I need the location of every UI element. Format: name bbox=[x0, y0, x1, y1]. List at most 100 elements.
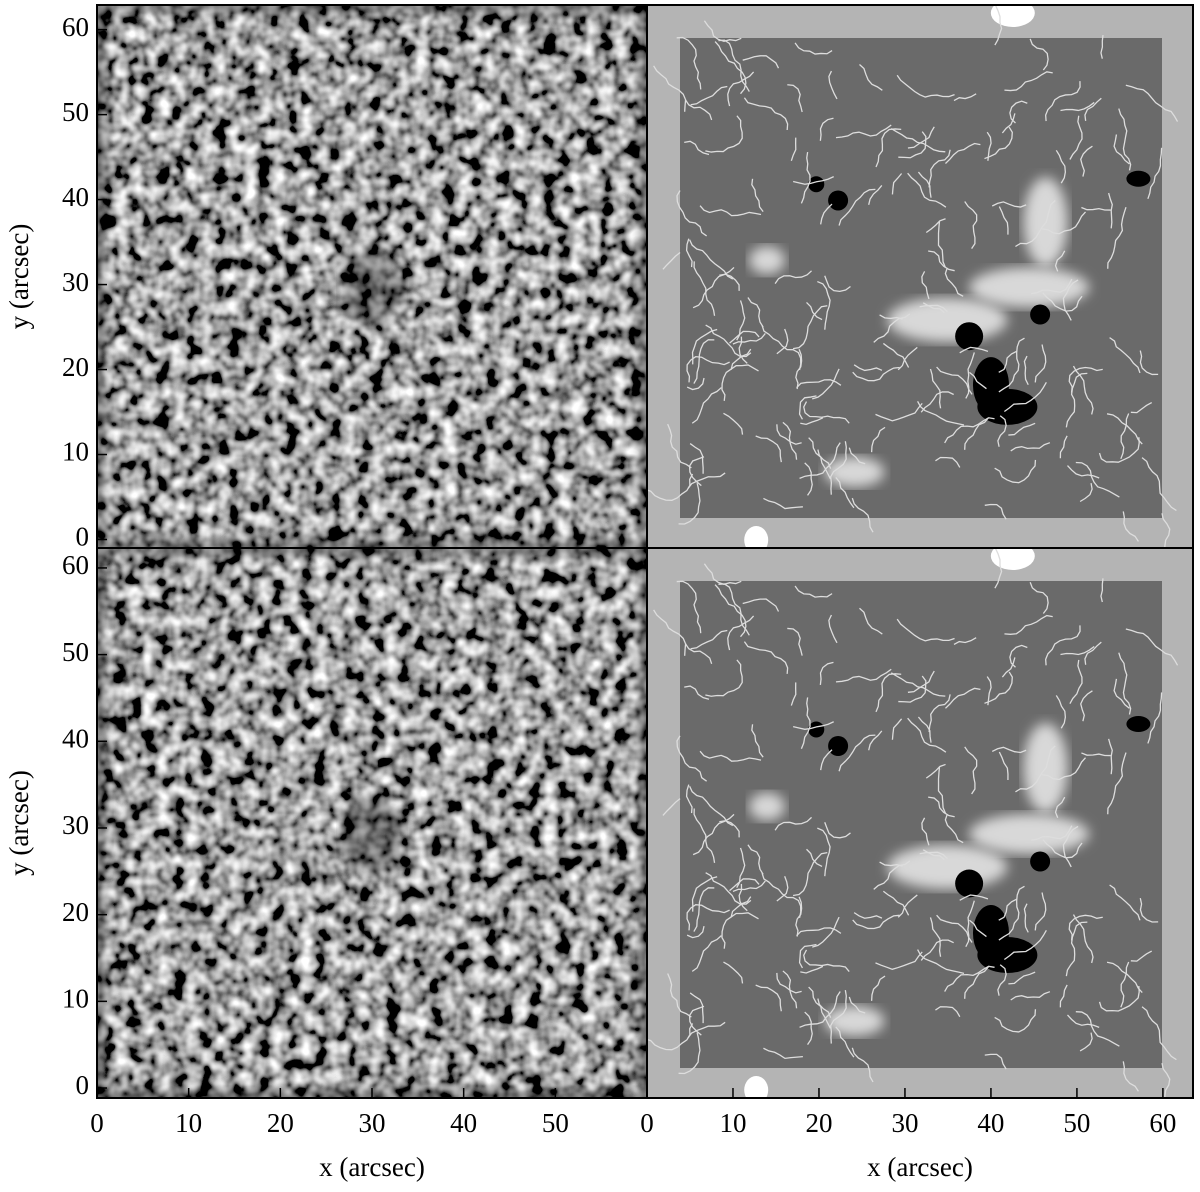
flow-line bbox=[688, 1005, 705, 1036]
flow-line bbox=[1065, 372, 1088, 428]
flow-line bbox=[1062, 279, 1079, 321]
flow-line bbox=[882, 890, 910, 916]
flow-line bbox=[718, 39, 750, 92]
flow-line bbox=[794, 42, 833, 55]
x-tick-label: 40 bbox=[977, 1108, 1004, 1138]
flow-line bbox=[1068, 914, 1103, 941]
flow-line bbox=[969, 919, 987, 938]
flow-line bbox=[907, 670, 935, 693]
flow-line bbox=[917, 171, 932, 198]
flow-line bbox=[986, 131, 992, 161]
flow-line bbox=[928, 250, 955, 272]
flow-line bbox=[689, 992, 704, 1024]
flow-line bbox=[714, 584, 747, 638]
bright-edge bbox=[744, 1076, 769, 1098]
bright-patch bbox=[969, 267, 1090, 308]
flow-line bbox=[798, 943, 817, 969]
flow-line bbox=[953, 637, 977, 646]
flow-line bbox=[921, 271, 930, 300]
dark-patch bbox=[955, 322, 984, 351]
flow-line bbox=[693, 339, 715, 384]
flow-line bbox=[1098, 985, 1140, 1012]
flow-line bbox=[1100, 578, 1104, 603]
bright-edge bbox=[990, 548, 1035, 570]
flow-line bbox=[1004, 614, 1053, 635]
flow-line bbox=[852, 366, 900, 382]
flow-line bbox=[1072, 914, 1094, 964]
flow-line bbox=[891, 718, 903, 740]
flow-line bbox=[687, 472, 726, 489]
flow-line bbox=[1106, 413, 1143, 445]
flow-line bbox=[817, 827, 831, 877]
dark-pore bbox=[342, 247, 402, 328]
flow-line bbox=[792, 721, 834, 730]
flow-line bbox=[653, 609, 687, 656]
flow-line bbox=[994, 1009, 1037, 1033]
flow-line bbox=[1075, 461, 1120, 498]
flow-line bbox=[719, 820, 740, 838]
flow-line bbox=[1080, 690, 1093, 722]
flow-line bbox=[994, 459, 1037, 484]
flow-line bbox=[898, 131, 927, 159]
flow-line bbox=[747, 844, 764, 875]
flow-line bbox=[959, 346, 989, 354]
flow-line bbox=[667, 973, 692, 1018]
flow-line bbox=[1060, 101, 1095, 112]
flow-line bbox=[685, 784, 693, 814]
flow-line bbox=[1084, 97, 1102, 121]
dark-patch bbox=[1126, 716, 1151, 732]
flow-line bbox=[1108, 192, 1113, 229]
flow-line bbox=[859, 63, 883, 91]
flow-line bbox=[782, 421, 798, 460]
flow-line bbox=[647, 473, 694, 501]
flow-line bbox=[1015, 200, 1056, 248]
flow-line bbox=[1118, 652, 1132, 715]
flow-line bbox=[729, 878, 760, 892]
y-tick-label: 20 bbox=[62, 352, 89, 382]
flow-line bbox=[875, 402, 923, 422]
flow-line bbox=[879, 314, 903, 320]
flow-line bbox=[703, 20, 742, 42]
flow-line bbox=[945, 687, 981, 709]
magnetogram bbox=[680, 38, 1162, 518]
flow-line bbox=[1059, 435, 1068, 459]
flow-line bbox=[678, 482, 701, 525]
flow-line bbox=[763, 1047, 803, 1060]
flow-line bbox=[925, 763, 946, 779]
flow-line bbox=[921, 817, 930, 846]
flow-line bbox=[693, 887, 715, 932]
flow-line bbox=[824, 275, 851, 292]
flow-line bbox=[897, 894, 918, 918]
flow-line bbox=[1118, 108, 1132, 171]
flow-line bbox=[935, 1006, 961, 1018]
flow-line bbox=[690, 85, 728, 106]
flow-line bbox=[1044, 625, 1081, 666]
flow-line bbox=[1147, 147, 1163, 200]
flow-line bbox=[919, 851, 948, 860]
flow-line bbox=[853, 912, 883, 919]
flow-line bbox=[730, 348, 752, 370]
flow-line bbox=[1072, 365, 1094, 415]
flow-line bbox=[870, 975, 886, 1001]
flow-line bbox=[928, 796, 955, 818]
flow-line bbox=[1113, 134, 1130, 165]
flow-line bbox=[738, 883, 748, 912]
flow-line bbox=[812, 916, 840, 948]
flow-line bbox=[964, 417, 989, 450]
flow-line bbox=[795, 349, 803, 390]
flow-line bbox=[689, 443, 704, 474]
flow-line bbox=[835, 1026, 855, 1058]
y-tick-label: 50 bbox=[62, 97, 89, 127]
flow-line bbox=[959, 894, 989, 901]
dark-patch bbox=[977, 388, 1038, 425]
flow-line bbox=[917, 716, 932, 743]
flow-line bbox=[852, 914, 900, 930]
flow-line bbox=[964, 966, 989, 999]
flow-line bbox=[994, 5, 1003, 46]
flow-line bbox=[795, 896, 803, 937]
flow-line bbox=[965, 352, 975, 399]
dark-patch bbox=[808, 176, 825, 193]
flow-line bbox=[676, 580, 702, 634]
flow-line bbox=[929, 368, 942, 409]
flow-line bbox=[828, 70, 838, 100]
